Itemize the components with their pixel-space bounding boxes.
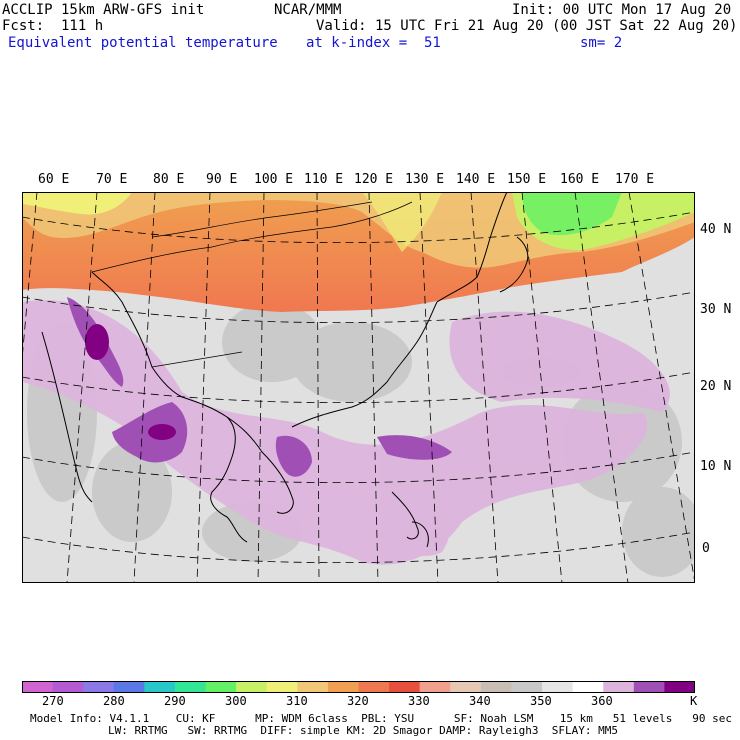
colorbar-tick-label: 360 [591,694,613,708]
colorbar-swatch [22,681,54,693]
colorbar-swatch [327,681,359,693]
model-info-line-2: LW: RRTMG SW: RRTMG DIFF: simple KM: 2D … [108,724,618,737]
lon-label: 170 E [615,172,655,187]
colorbar-swatch [144,681,176,693]
colorbar-swatch [633,681,665,693]
colorbar-tick-label: 350 [530,694,552,708]
colorbar-swatch [236,681,268,693]
colorbar-swatch [511,681,543,693]
colorbar-swatch [389,681,421,693]
colorbar-tick-label: 310 [286,694,308,708]
colorbar-swatch [266,681,298,693]
model-info-line-1: Model Info: V4.1.1 CU: KF MP: WDM 6class… [30,712,732,725]
colorbar-swatch [113,681,145,693]
valid-time: Valid: 15 UTC Fri 21 Aug 20 (00 JST Sat … [316,18,738,34]
colorbar-frame [22,681,695,693]
lon-label: 110 E [304,172,344,187]
colorbar-swatch [297,681,329,693]
colorbar [22,681,695,693]
colorbar-tick-label: 270 [42,694,64,708]
lon-label: 120 E [354,172,394,187]
lon-label: 100 E [254,172,294,187]
lon-label: 80 E [153,172,185,187]
colorbar-tick-label: 340 [469,694,491,708]
colorbar-tick-label: 280 [103,694,125,708]
colorbar-tick-label: 320 [347,694,369,708]
lat-label: 10 N [700,459,732,474]
colorbar-swatch [664,681,695,693]
init-time: Init: 00 UTC Mon 17 Aug 20 [512,2,732,18]
forecast-hour: Fcst: 111 h [2,18,104,34]
colorbar-swatch [52,681,84,693]
colorbar-swatch [358,681,390,693]
coastlines [41,192,529,548]
lon-label: 60 E [38,172,70,187]
model-title: ACCLIP 15km ARW-GFS init [2,2,205,18]
lon-label: 160 E [560,172,600,187]
country-borders [91,201,413,368]
smoothing-label: sm= 2 [580,35,623,51]
colorbar-unit: K [690,694,698,708]
colorbar-swatch [542,681,574,693]
organization-label: NCAR/MMM [274,2,342,18]
lat-label: 40 N [700,222,732,237]
lon-label: 90 E [206,172,238,187]
lon-label: 140 E [456,172,496,187]
colorbar-swatch [480,681,512,693]
colorbar-tick-label: 330 [408,694,430,708]
colorbar-tick-label: 300 [225,694,247,708]
colorbar-tick-label: 290 [164,694,186,708]
colorbar-swatch [419,681,451,693]
lat-label: 20 N [700,379,732,394]
lon-label: 130 E [405,172,445,187]
moist-region [22,300,670,565]
theta-e-map [22,192,695,583]
lat-label: 30 N [700,302,732,317]
deep-purple-core [85,324,176,440]
colorbar-swatch [450,681,482,693]
lon-label: 70 E [96,172,128,187]
colorbar-swatch [603,681,635,693]
colorbar-swatch [572,681,604,693]
lat-label: 0 [702,541,710,556]
lon-label: 150 E [507,172,547,187]
graticule [22,192,695,583]
colorbar-swatch [205,681,237,693]
colorbar-swatch [174,681,207,693]
colorbar-swatch [83,681,115,693]
field-name: Equivalent potential temperature [8,35,278,51]
level-label: at k-index = 51 [306,35,441,51]
map-frame [22,192,695,583]
